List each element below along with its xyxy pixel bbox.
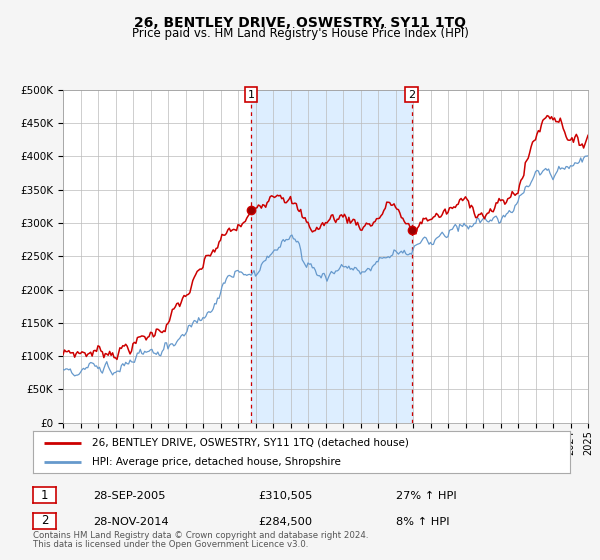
- Text: 8% ↑ HPI: 8% ↑ HPI: [396, 517, 449, 527]
- Text: 2: 2: [408, 90, 415, 100]
- Text: This data is licensed under the Open Government Licence v3.0.: This data is licensed under the Open Gov…: [33, 540, 308, 549]
- Text: £284,500: £284,500: [258, 517, 312, 527]
- Text: 28-NOV-2014: 28-NOV-2014: [93, 517, 169, 527]
- Text: Contains HM Land Registry data © Crown copyright and database right 2024.: Contains HM Land Registry data © Crown c…: [33, 531, 368, 540]
- Text: 26, BENTLEY DRIVE, OSWESTRY, SY11 1TQ: 26, BENTLEY DRIVE, OSWESTRY, SY11 1TQ: [134, 16, 466, 30]
- Text: 28-SEP-2005: 28-SEP-2005: [93, 491, 166, 501]
- Text: 26, BENTLEY DRIVE, OSWESTRY, SY11 1TQ (detached house): 26, BENTLEY DRIVE, OSWESTRY, SY11 1TQ (d…: [92, 437, 409, 447]
- Text: Price paid vs. HM Land Registry's House Price Index (HPI): Price paid vs. HM Land Registry's House …: [131, 27, 469, 40]
- Text: 1: 1: [41, 488, 48, 502]
- Text: 27% ↑ HPI: 27% ↑ HPI: [396, 491, 457, 501]
- Text: 1: 1: [248, 90, 254, 100]
- Text: HPI: Average price, detached house, Shropshire: HPI: Average price, detached house, Shro…: [92, 457, 341, 467]
- Bar: [251, 90, 412, 423]
- Text: 2: 2: [41, 514, 48, 528]
- Text: £310,505: £310,505: [258, 491, 313, 501]
